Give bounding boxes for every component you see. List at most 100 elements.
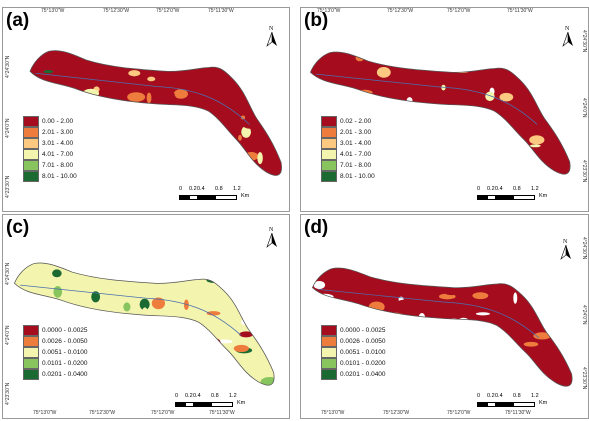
legend-swatch	[321, 171, 337, 182]
legend-label: 8.01 - 10.00	[340, 173, 375, 180]
river-line	[35, 72, 250, 125]
land-patch	[489, 381, 494, 387]
scale-tick: 0.4	[193, 393, 201, 399]
land-patch	[439, 69, 450, 76]
legend-label: 0.0026 - 0.0050	[42, 338, 88, 345]
land-patch	[109, 142, 115, 152]
legend-item: 4.01 - 7.00	[23, 149, 77, 160]
land-patch	[447, 318, 461, 330]
scale-tick: 1.2	[531, 393, 539, 399]
land-patch	[138, 361, 157, 371]
land-patch	[267, 308, 275, 315]
scale-bar-segment	[197, 195, 217, 200]
land-patch	[189, 302, 204, 314]
scale-bar-segment	[513, 195, 535, 200]
land-patch	[121, 382, 132, 386]
legend-label: 0.0201 - 0.0400	[42, 371, 88, 378]
land-patch	[532, 54, 550, 64]
land-patch	[357, 89, 373, 96]
land-patch	[259, 263, 275, 269]
land-patch	[105, 272, 123, 279]
lat-tick: 4°24'0"N	[581, 98, 587, 118]
land-patch	[434, 57, 449, 61]
legend-item: 0.0000 - 0.0025	[23, 325, 88, 336]
land-patch	[453, 338, 464, 347]
land-patch	[422, 377, 436, 387]
lon-tick: 75°12'30"W	[387, 8, 414, 14]
scale-tick: 0.2	[185, 393, 193, 399]
scale-tick: 1.2	[229, 393, 237, 399]
legend-swatch	[23, 160, 39, 171]
land-patch	[493, 160, 510, 169]
legend-label: 0.00 - 2.00	[42, 118, 74, 125]
legend-swatch	[23, 171, 39, 182]
land-patch	[113, 67, 129, 77]
land-patch	[436, 306, 444, 317]
land-patch	[85, 174, 103, 176]
legend-item: 7.01 - 8.00	[23, 160, 77, 171]
legend-label: 0.0000 - 0.0025	[42, 327, 88, 334]
land-patch	[455, 347, 465, 356]
north-label: N	[565, 26, 570, 32]
land-patch	[139, 298, 150, 311]
land-patch	[127, 92, 146, 102]
land-patch	[356, 384, 367, 387]
legend-label: 0.02 - 2.00	[340, 118, 372, 125]
legend-swatch	[321, 369, 337, 380]
land-patch	[414, 353, 420, 362]
legend-label: 4.01 - 7.00	[42, 151, 74, 158]
land-patch	[100, 137, 111, 143]
lon-tick: 75°13'0"W	[41, 8, 65, 14]
land-patch	[145, 265, 158, 271]
legend-item: 0.0201 - 0.0400	[321, 369, 386, 380]
lon-tick: 75°12'30"W	[383, 410, 410, 416]
legend-item: 8.01 - 10.00	[23, 171, 77, 182]
legend-label: 8.01 - 10.00	[42, 173, 77, 180]
land-patch	[142, 307, 148, 314]
land-patch	[313, 280, 326, 289]
land-patch	[137, 345, 156, 351]
land-patch	[498, 336, 511, 349]
map-region	[310, 51, 571, 175]
land-patch	[398, 299, 411, 306]
land-patch	[252, 167, 257, 175]
lat-tick: 4°23'30"N	[581, 367, 587, 390]
land-patch	[48, 82, 54, 89]
land-patch	[151, 297, 166, 310]
land-patch	[333, 301, 347, 307]
land-patch	[526, 123, 545, 134]
river-line	[318, 289, 540, 339]
land-patch	[50, 383, 62, 386]
panel-label: (d)	[304, 217, 329, 238]
legend-swatch	[23, 138, 39, 149]
land-patch	[95, 350, 102, 355]
land-patch	[567, 96, 571, 104]
land-patch	[240, 115, 246, 120]
land-patch	[170, 52, 175, 58]
scale-tick: 0	[179, 186, 183, 192]
scale-tick: 0	[477, 186, 481, 192]
legend-swatch	[321, 358, 337, 369]
land-patch	[217, 262, 233, 267]
land-patch	[54, 307, 63, 314]
legend-item: 3.01 - 4.00	[321, 138, 375, 149]
map-area	[29, 50, 282, 176]
lon-tick: 75°12'0"W	[151, 410, 175, 416]
legend-label: 7.01 - 8.00	[42, 162, 74, 169]
land-patch	[30, 82, 31, 95]
lon-tick: 75°13'0"W	[321, 410, 345, 416]
land-patch	[89, 371, 106, 375]
land-patch	[260, 377, 275, 386]
scale-bar-segment	[513, 402, 535, 407]
legend-swatch	[321, 347, 337, 358]
land-patch	[153, 114, 159, 121]
lat-tick: 4°23'30"N	[5, 175, 11, 198]
legend-item: 0.00 - 2.00	[23, 116, 77, 127]
scale-tick: 0	[477, 393, 481, 399]
land-patch	[171, 150, 182, 154]
land-patch	[99, 122, 105, 130]
land-patch	[551, 317, 561, 327]
land-patch	[173, 89, 188, 99]
land-patch	[421, 119, 437, 124]
panel-label: (b)	[304, 10, 329, 31]
